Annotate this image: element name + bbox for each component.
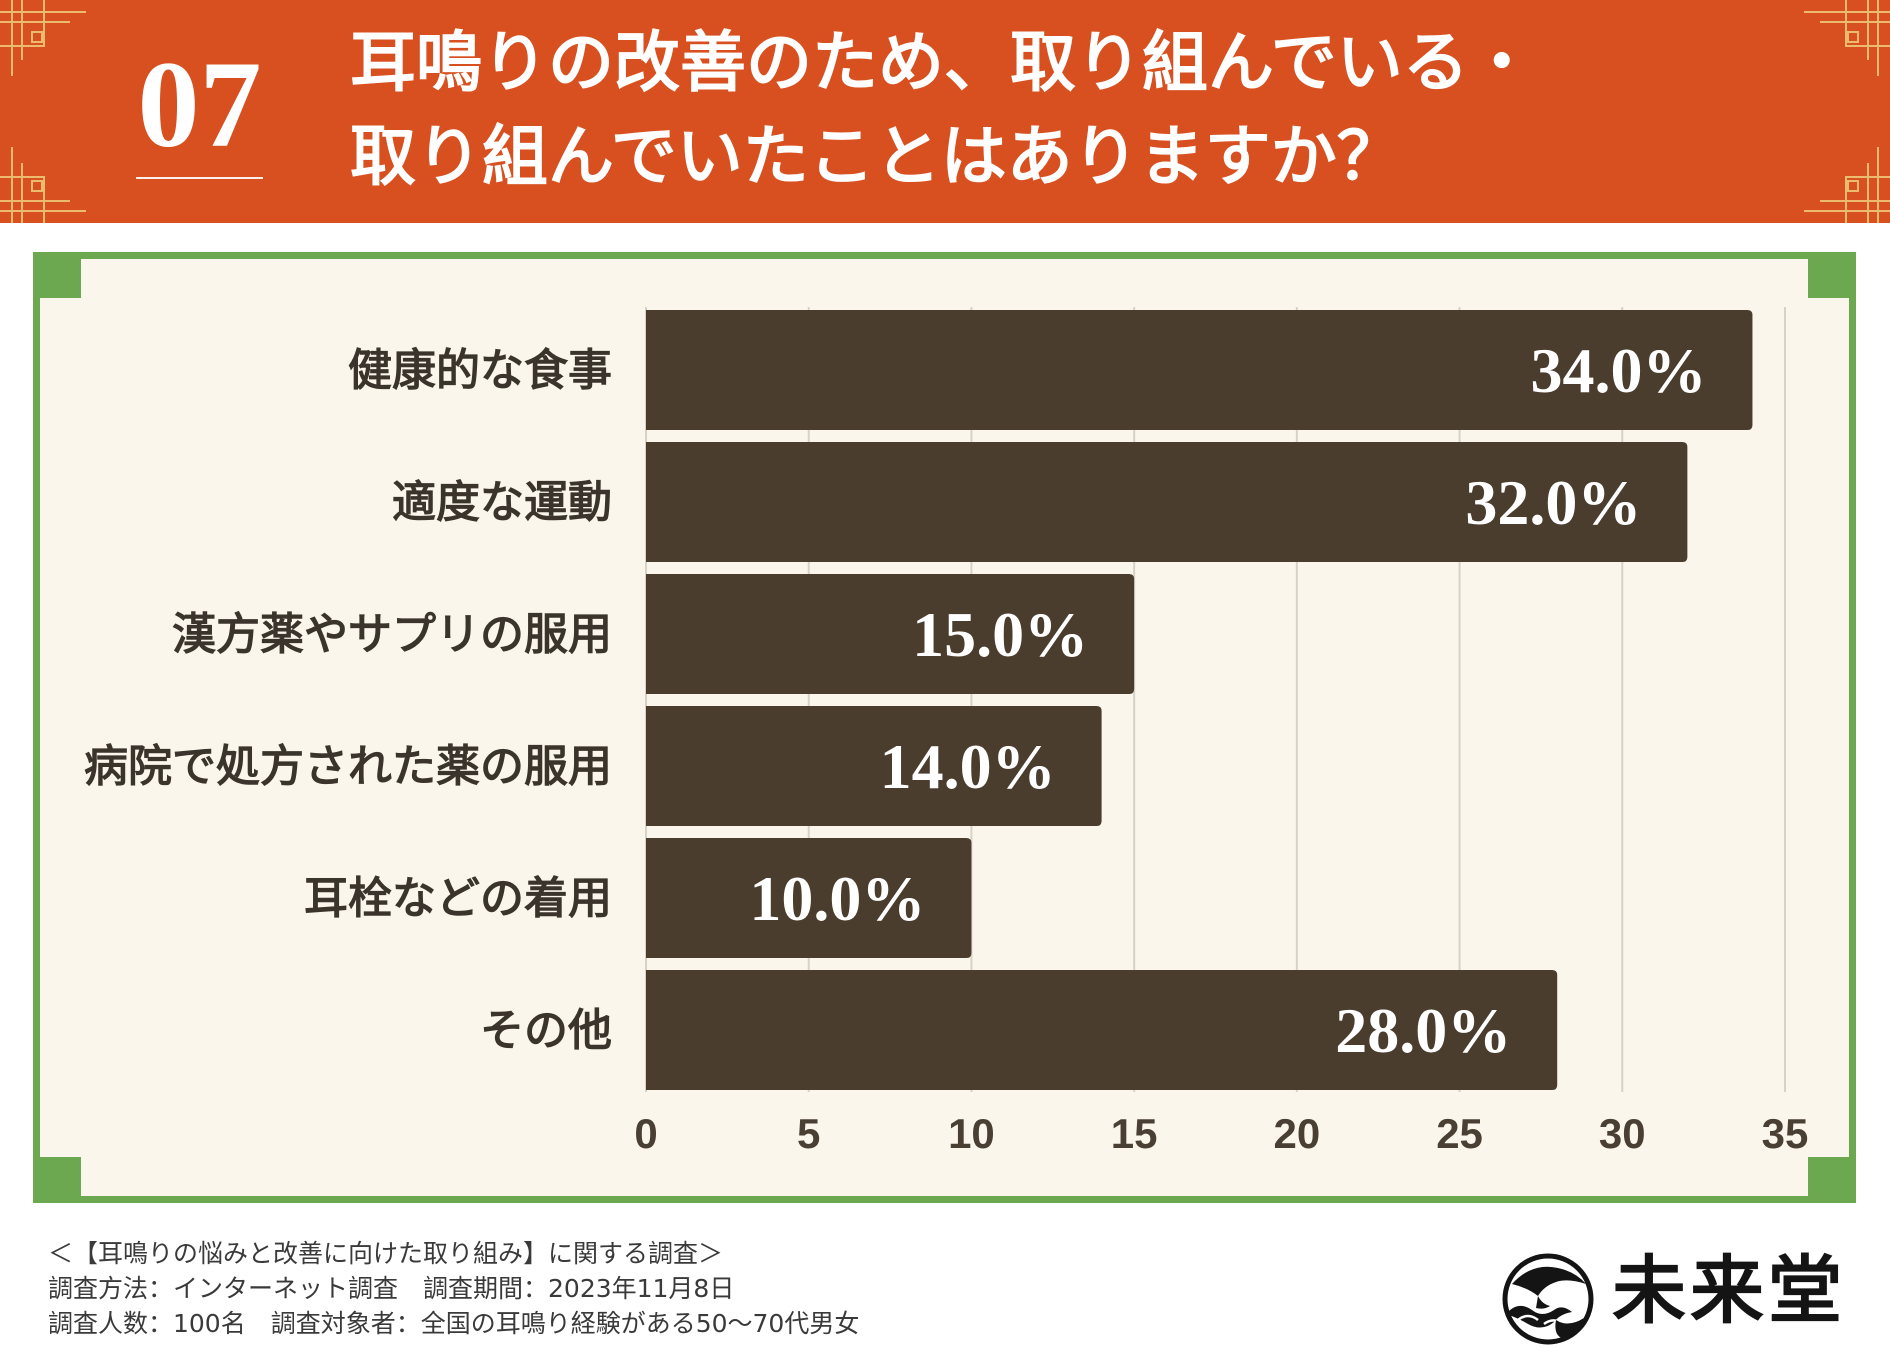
value-label: 32.0% xyxy=(1465,467,1641,538)
category-label: 耳栓などの着用 xyxy=(304,873,612,924)
chart-panel: 健康的な食事適度な運動漢方薬やサプリの服用病院で処方された薬の服用耳栓などの着用… xyxy=(33,252,1856,1203)
x-tick-label: 10 xyxy=(948,1110,995,1157)
x-tick-label: 30 xyxy=(1599,1110,1646,1157)
value-label: 28.0% xyxy=(1335,995,1511,1066)
survey-title: ＜【耳鳴りの悩みと改善に向けた取り組み】に関する調査＞ xyxy=(48,1239,724,1268)
bar-1 xyxy=(646,310,1753,430)
category-label: 適度な運動 xyxy=(392,477,612,528)
survey-method-period: 調査方法：インターネット調査 調査期間：2023年11月8日 xyxy=(48,1274,735,1303)
question-title-line-2: 取り組んでいたことはありますか？ xyxy=(350,118,1403,195)
bar-5 xyxy=(646,838,972,958)
bar-6 xyxy=(646,970,1558,1090)
x-tick-label: 35 xyxy=(1762,1110,1809,1157)
category-labels: 健康的な食事適度な運動漢方薬やサプリの服用病院で処方された薬の服用耳栓などの着用… xyxy=(84,345,612,1056)
panel-corner-top-left xyxy=(33,252,81,298)
question-number-underline xyxy=(136,177,263,179)
x-axis-ticks: 0 5 10 15 20 25 30 35 xyxy=(634,1110,1808,1157)
x-tick-label: 25 xyxy=(1436,1110,1483,1157)
brand-emblem-icon xyxy=(1502,1253,1594,1345)
bars xyxy=(646,310,1753,1090)
bar-3 xyxy=(646,574,1135,694)
bar-chart: 健康的な食事適度な運動漢方薬やサプリの服用病院で処方された薬の服用耳栓などの着用… xyxy=(84,307,1808,1157)
bar-4 xyxy=(646,706,1102,826)
header-band xyxy=(0,0,1890,223)
value-label: 15.0% xyxy=(912,599,1088,670)
gridlines xyxy=(645,307,1786,1092)
value-label: 34.0% xyxy=(1530,335,1706,406)
question-number: 07 xyxy=(137,36,262,173)
question-title: 耳鳴りの改善のため、取り組んでいる・ 取り組んでいたことはありますか？ xyxy=(350,16,1535,204)
x-tick-label: 15 xyxy=(1111,1110,1158,1157)
panel-corner-bottom-left xyxy=(33,1157,81,1203)
panel-corner-top-right xyxy=(1808,252,1856,298)
survey-info: ＜【耳鳴りの悩みと改善に向けた取り組み】に関する調査＞ 調査方法：インターネット… xyxy=(48,1236,859,1341)
bar-2 xyxy=(646,442,1688,562)
category-label: 病院で処方された薬の服用 xyxy=(84,741,612,792)
value-label: 14.0% xyxy=(880,731,1056,802)
question-title-line-1: 耳鳴りの改善のため、取り組んでいる・ xyxy=(350,24,1535,101)
category-label: 健康的な食事 xyxy=(348,345,612,396)
brand-name: 未来堂 xyxy=(1612,1248,1846,1334)
survey-sample: 調査人数：100名 調査対象者：全国の耳鳴り経験がある50～70代男女 xyxy=(48,1309,860,1338)
value-labels: 34.0% 32.0% 15.0% 14.0% 10.0% 28.0% xyxy=(749,335,1706,1066)
x-tick-label: 0 xyxy=(634,1110,657,1157)
category-label: その他 xyxy=(480,1005,612,1056)
category-label: 漢方薬やサプリの服用 xyxy=(172,609,612,660)
panel-corner-bottom-right xyxy=(1808,1157,1856,1203)
x-tick-label: 5 xyxy=(797,1110,820,1157)
x-tick-label: 20 xyxy=(1273,1110,1320,1157)
value-label: 10.0% xyxy=(749,863,925,934)
